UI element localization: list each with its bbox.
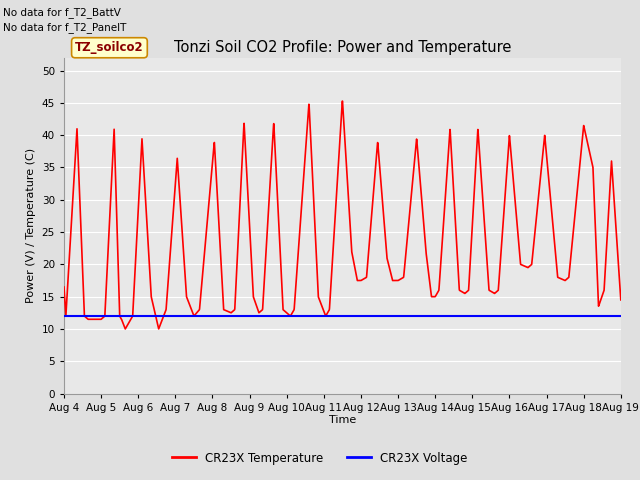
Text: No data for f_T2_PanelT: No data for f_T2_PanelT	[3, 22, 127, 33]
Legend: CR23X Temperature, CR23X Voltage: CR23X Temperature, CR23X Voltage	[168, 447, 472, 469]
Y-axis label: Power (V) / Temperature (C): Power (V) / Temperature (C)	[26, 148, 36, 303]
X-axis label: Time: Time	[329, 415, 356, 425]
Text: TZ_soilco2: TZ_soilco2	[75, 41, 144, 54]
Title: Tonzi Soil CO2 Profile: Power and Temperature: Tonzi Soil CO2 Profile: Power and Temper…	[173, 40, 511, 55]
Text: No data for f_T2_BattV: No data for f_T2_BattV	[3, 7, 121, 18]
